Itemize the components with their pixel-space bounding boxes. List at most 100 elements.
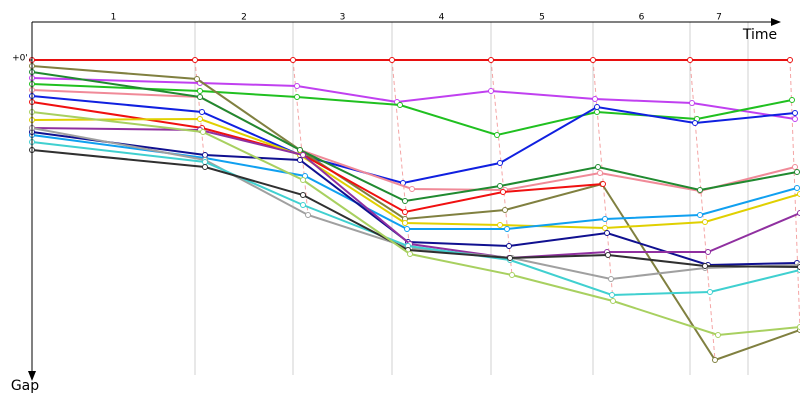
data-point xyxy=(705,249,711,255)
data-point xyxy=(794,169,800,175)
lap-guide xyxy=(490,59,513,276)
y-tick-label: +0' xyxy=(12,54,28,64)
data-point xyxy=(300,202,306,208)
lap-label: 5 xyxy=(539,13,545,23)
data-point xyxy=(608,276,614,282)
data-point xyxy=(494,132,500,138)
data-point xyxy=(609,292,615,298)
lap-label: 4 xyxy=(439,13,445,23)
series-line xyxy=(31,127,800,260)
data-point xyxy=(689,100,695,106)
data-point xyxy=(789,97,795,103)
data-point xyxy=(707,289,713,295)
data-point xyxy=(792,116,798,122)
data-point xyxy=(692,120,698,126)
data-point xyxy=(797,210,800,216)
data-point xyxy=(497,160,503,166)
data-point xyxy=(305,212,311,218)
series-line xyxy=(31,117,800,230)
data-point xyxy=(509,272,515,278)
x-axis-label: Time xyxy=(742,27,777,43)
lap-guide xyxy=(689,59,716,361)
data-point xyxy=(297,157,303,163)
data-point xyxy=(697,187,703,193)
data-point xyxy=(797,264,800,270)
data-point xyxy=(300,192,306,198)
data-point xyxy=(500,189,506,195)
data-point xyxy=(600,181,606,187)
data-point xyxy=(595,164,601,170)
data-point xyxy=(497,183,503,189)
series-line xyxy=(31,149,800,268)
data-point xyxy=(497,222,503,228)
data-point xyxy=(594,104,600,110)
data-point xyxy=(797,191,800,197)
data-point xyxy=(502,207,508,213)
lap-label: 1 xyxy=(111,13,117,23)
data-point xyxy=(605,252,611,258)
data-point xyxy=(702,219,708,225)
data-point xyxy=(792,164,798,170)
lap-label: 2 xyxy=(241,13,247,23)
series-line xyxy=(31,95,796,185)
data-point xyxy=(792,110,798,116)
data-point xyxy=(594,109,600,115)
data-point xyxy=(602,225,608,231)
data-point xyxy=(507,255,513,261)
series-line xyxy=(31,134,798,230)
data-point xyxy=(297,147,303,153)
lap-label: 3 xyxy=(340,13,346,23)
data-point xyxy=(597,170,603,176)
data-point xyxy=(697,212,703,218)
data-point xyxy=(404,226,410,232)
data-point xyxy=(488,57,494,63)
data-point xyxy=(610,298,616,304)
series-line xyxy=(31,111,800,337)
data-point xyxy=(787,57,793,63)
data-point xyxy=(687,57,693,63)
data-point xyxy=(504,226,510,232)
series-line xyxy=(31,83,793,137)
lap-label: 7 xyxy=(716,13,722,23)
y-axis-label: Gap xyxy=(11,378,39,394)
data-point xyxy=(202,159,208,165)
data-point xyxy=(506,243,512,249)
data-point xyxy=(197,88,203,94)
data-point xyxy=(402,220,408,226)
data-point xyxy=(194,76,200,82)
data-point xyxy=(300,152,306,158)
data-point xyxy=(402,209,408,215)
data-point xyxy=(715,332,721,338)
data-point xyxy=(488,88,494,94)
data-point xyxy=(797,324,800,330)
series-line xyxy=(31,71,798,203)
data-point xyxy=(294,83,300,89)
data-point xyxy=(389,57,395,63)
data-point xyxy=(294,94,300,100)
data-point xyxy=(794,185,800,191)
lap-label: 6 xyxy=(639,13,645,23)
data-point xyxy=(402,198,408,204)
data-point xyxy=(202,152,208,158)
data-point xyxy=(300,177,306,183)
data-point xyxy=(197,116,203,122)
data-point xyxy=(604,230,610,236)
data-point xyxy=(397,102,403,108)
data-point xyxy=(202,164,208,170)
lap-guide xyxy=(292,59,309,216)
series-line xyxy=(31,77,796,120)
data-point xyxy=(592,96,598,102)
series-line xyxy=(31,101,604,214)
series-line xyxy=(31,65,800,362)
data-point xyxy=(407,251,413,257)
lap-guide xyxy=(592,59,614,302)
data-point xyxy=(590,57,596,63)
data-point xyxy=(409,186,415,192)
data-point xyxy=(199,109,205,115)
data-point xyxy=(200,129,206,135)
data-point xyxy=(702,263,708,269)
data-point xyxy=(290,57,296,63)
series-line xyxy=(31,131,798,267)
series-line xyxy=(31,89,796,193)
